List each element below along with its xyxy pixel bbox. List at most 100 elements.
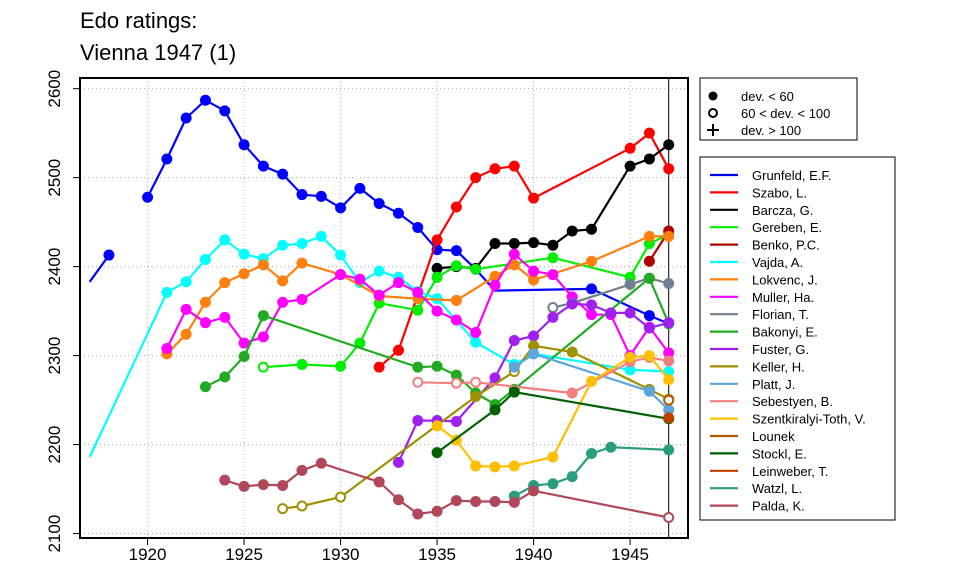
series-line [513, 352, 670, 411]
series [508, 348, 675, 416]
data-point [450, 294, 462, 306]
data-point [354, 273, 366, 285]
data-point [508, 386, 520, 398]
data-point [663, 412, 675, 424]
data-point [470, 263, 482, 275]
data-point [335, 202, 347, 214]
x-tick-label: 1940 [515, 545, 553, 564]
data-point [547, 311, 559, 323]
series-legend-label: Keller, H. [752, 359, 805, 374]
data-point [161, 342, 173, 354]
data-point [219, 371, 231, 383]
data-point [392, 277, 404, 289]
series [431, 350, 675, 473]
data-point [470, 336, 482, 348]
x-tick-label: 1925 [225, 545, 263, 564]
data-point [508, 496, 520, 508]
data-point [431, 505, 443, 517]
data-point [663, 394, 675, 406]
data-point [450, 260, 462, 272]
data-point [585, 375, 597, 387]
series [663, 412, 675, 424]
data-point [470, 172, 482, 184]
data-point [489, 237, 501, 249]
data-point [335, 360, 347, 372]
plot-frame [79, 77, 689, 539]
data-point [508, 259, 520, 271]
series-legend-label: Leinweber, T. [752, 464, 828, 479]
series-legend-label: Szabo, L. [752, 185, 807, 200]
data-point [528, 485, 540, 497]
data-point [277, 168, 289, 180]
data-point [624, 307, 636, 319]
data-point [470, 496, 482, 508]
data-point [219, 311, 231, 323]
data-point [219, 474, 231, 486]
data-point [315, 457, 327, 469]
data-point [663, 163, 675, 175]
series-legend-label: Barcza, G. [752, 203, 813, 218]
data-point [219, 105, 231, 117]
data-point [547, 451, 559, 463]
data-point [663, 512, 675, 524]
data-point [470, 376, 482, 388]
data-point [431, 234, 443, 246]
series [88, 94, 675, 330]
data-point [643, 310, 655, 322]
data-point [643, 272, 655, 284]
series-legend-label: Florian, T. [752, 307, 809, 322]
data-point [489, 279, 501, 291]
data-point [547, 269, 559, 281]
data-point [238, 268, 250, 280]
data-point [103, 249, 115, 261]
data-point [528, 237, 540, 249]
data-point [489, 163, 501, 175]
data-point [585, 309, 597, 321]
data-point [392, 494, 404, 506]
data-point [412, 508, 424, 520]
data-point [547, 252, 559, 264]
data-point [663, 444, 675, 456]
series [373, 127, 675, 373]
data-point [470, 460, 482, 472]
data-point [238, 350, 250, 362]
data-point [643, 255, 655, 267]
data-point [335, 249, 347, 261]
data-point [643, 350, 655, 362]
data-point [566, 225, 578, 237]
data-point [508, 334, 520, 346]
y-axis: 2100 2200 2300 2400 2500 2600 [45, 70, 80, 552]
data-point [624, 351, 636, 363]
marker-legend: dev. < 60 60 < dev. < 100 dev. > 100 [699, 77, 858, 141]
data-point [392, 456, 404, 468]
data-point [663, 230, 675, 242]
data-point [219, 234, 231, 246]
data-point [392, 207, 404, 219]
series-legend-label: Muller, Ha. [752, 290, 814, 305]
filled-circle-symbol [708, 91, 718, 101]
data-point [431, 360, 443, 372]
data-point [528, 330, 540, 342]
x-tick-label: 1935 [418, 545, 456, 564]
data-point [508, 237, 520, 249]
data-point [238, 337, 250, 349]
data-point [566, 298, 578, 310]
data-point [489, 496, 501, 508]
data-point [238, 248, 250, 260]
data-point [412, 221, 424, 233]
data-point [450, 201, 462, 213]
data-point [643, 385, 655, 397]
data-point [199, 296, 211, 308]
series-legend-label: Bakonyi, E. [752, 325, 818, 340]
data-point [566, 346, 578, 358]
marker-legend-label: dev. > 100 [741, 123, 801, 138]
series-line [146, 99, 670, 325]
series-legend-label: Palda, K. [752, 499, 805, 514]
data-point [489, 404, 501, 416]
data-point [624, 142, 636, 154]
data-point [257, 331, 269, 343]
data-point [663, 278, 675, 290]
series-legend-label: Fuster, G. [752, 342, 809, 357]
data-point [296, 257, 308, 269]
series [663, 394, 675, 406]
